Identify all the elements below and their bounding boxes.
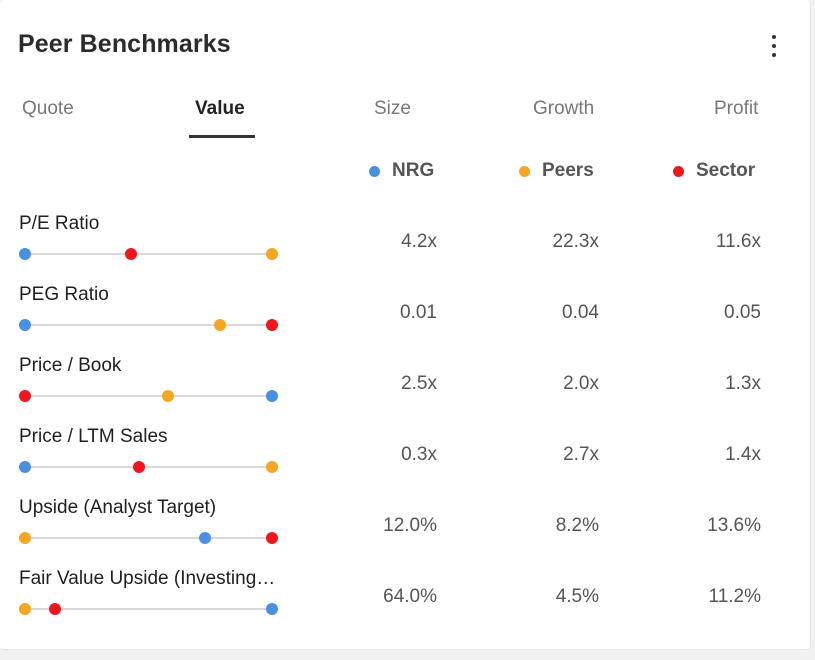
marker-sector [48, 603, 61, 615]
marker-nrg [266, 390, 278, 402]
metric-range-track [25, 324, 272, 326]
legend-peers: Peers [519, 160, 594, 182]
metric-label: Price / LTM Sales [19, 426, 168, 447]
marker-sector [266, 532, 278, 544]
metric-value-sector: 1.3x [725, 373, 761, 394]
marker-peers [19, 603, 31, 615]
marker-nrg [19, 461, 31, 473]
metric-value-sector: 1.4x [725, 444, 761, 465]
metric-value-sector: 0.05 [724, 302, 761, 323]
metric-value-peers: 2.0x [563, 373, 599, 394]
metric-range-track [25, 537, 272, 539]
metric-value-peers: 22.3x [552, 231, 599, 252]
marker-sector [266, 319, 278, 331]
more-vertical-icon[interactable] [765, 35, 783, 57]
metric-value-nrg: 12.0% [383, 515, 437, 536]
legend-nrg-dot-icon [369, 165, 380, 177]
marker-nrg [19, 319, 31, 331]
metric-label: P/E Ratio [19, 213, 100, 234]
tab-size[interactable]: Size [374, 98, 411, 119]
metric-value-peers: 4.5% [555, 586, 599, 607]
marker-nrg [199, 532, 212, 544]
marker-peers [266, 248, 278, 260]
tab-growth[interactable]: Growth [533, 98, 595, 119]
marker-sector [19, 390, 31, 402]
tab-quote[interactable]: Quote [22, 98, 74, 119]
metric-label: Fair Value Upside (Investing… [19, 568, 276, 589]
metric-value-nrg: 2.5x [401, 373, 437, 394]
legend-sector: Sector [673, 160, 755, 182]
legend-peers-dot-icon [519, 165, 530, 177]
legend-nrg-label: NRG [392, 160, 435, 181]
metric-range-track [25, 466, 272, 468]
metric-value-sector: 11.2% [708, 586, 761, 607]
metric-value-nrg: 4.2x [401, 231, 437, 252]
marker-peers [266, 461, 278, 473]
metric-range-track [25, 253, 272, 255]
legend-peers-label: Peers [542, 160, 594, 181]
marker-sector [132, 461, 145, 473]
legend-sector-dot-icon [673, 165, 684, 177]
metric-value-nrg: 0.01 [400, 302, 437, 323]
metric-value-sector: 11.6x [715, 231, 761, 252]
metric-value-nrg: 0.3x [401, 444, 437, 465]
marker-nrg [19, 248, 31, 260]
metric-range-track [25, 395, 272, 397]
marker-peers [19, 532, 31, 544]
metric-value-peers: 0.04 [562, 302, 599, 323]
tab-value[interactable]: Value [195, 98, 245, 119]
metric-value-peers: 8.2% [555, 515, 599, 536]
metric-value-peers: 2.7x [563, 444, 599, 465]
metric-value-sector: 13.6% [707, 515, 761, 536]
marker-sector [125, 248, 138, 260]
metric-label: Upside (Analyst Target) [19, 497, 217, 518]
marker-peers [162, 390, 175, 402]
marker-peers [214, 319, 227, 331]
tab-profit[interactable]: Profit [714, 98, 759, 119]
active-tab-indicator [189, 135, 255, 138]
marker-nrg [266, 603, 278, 615]
legend-nrg: NRG [369, 160, 434, 182]
metric-label: PEG Ratio [19, 284, 109, 305]
card-title: Peer Benchmarks [18, 30, 231, 58]
metric-range-track [25, 608, 272, 610]
metric-value-nrg: 64.0% [383, 586, 437, 607]
metric-label: Price / Book [19, 355, 122, 376]
legend-sector-label: Sector [696, 160, 756, 181]
